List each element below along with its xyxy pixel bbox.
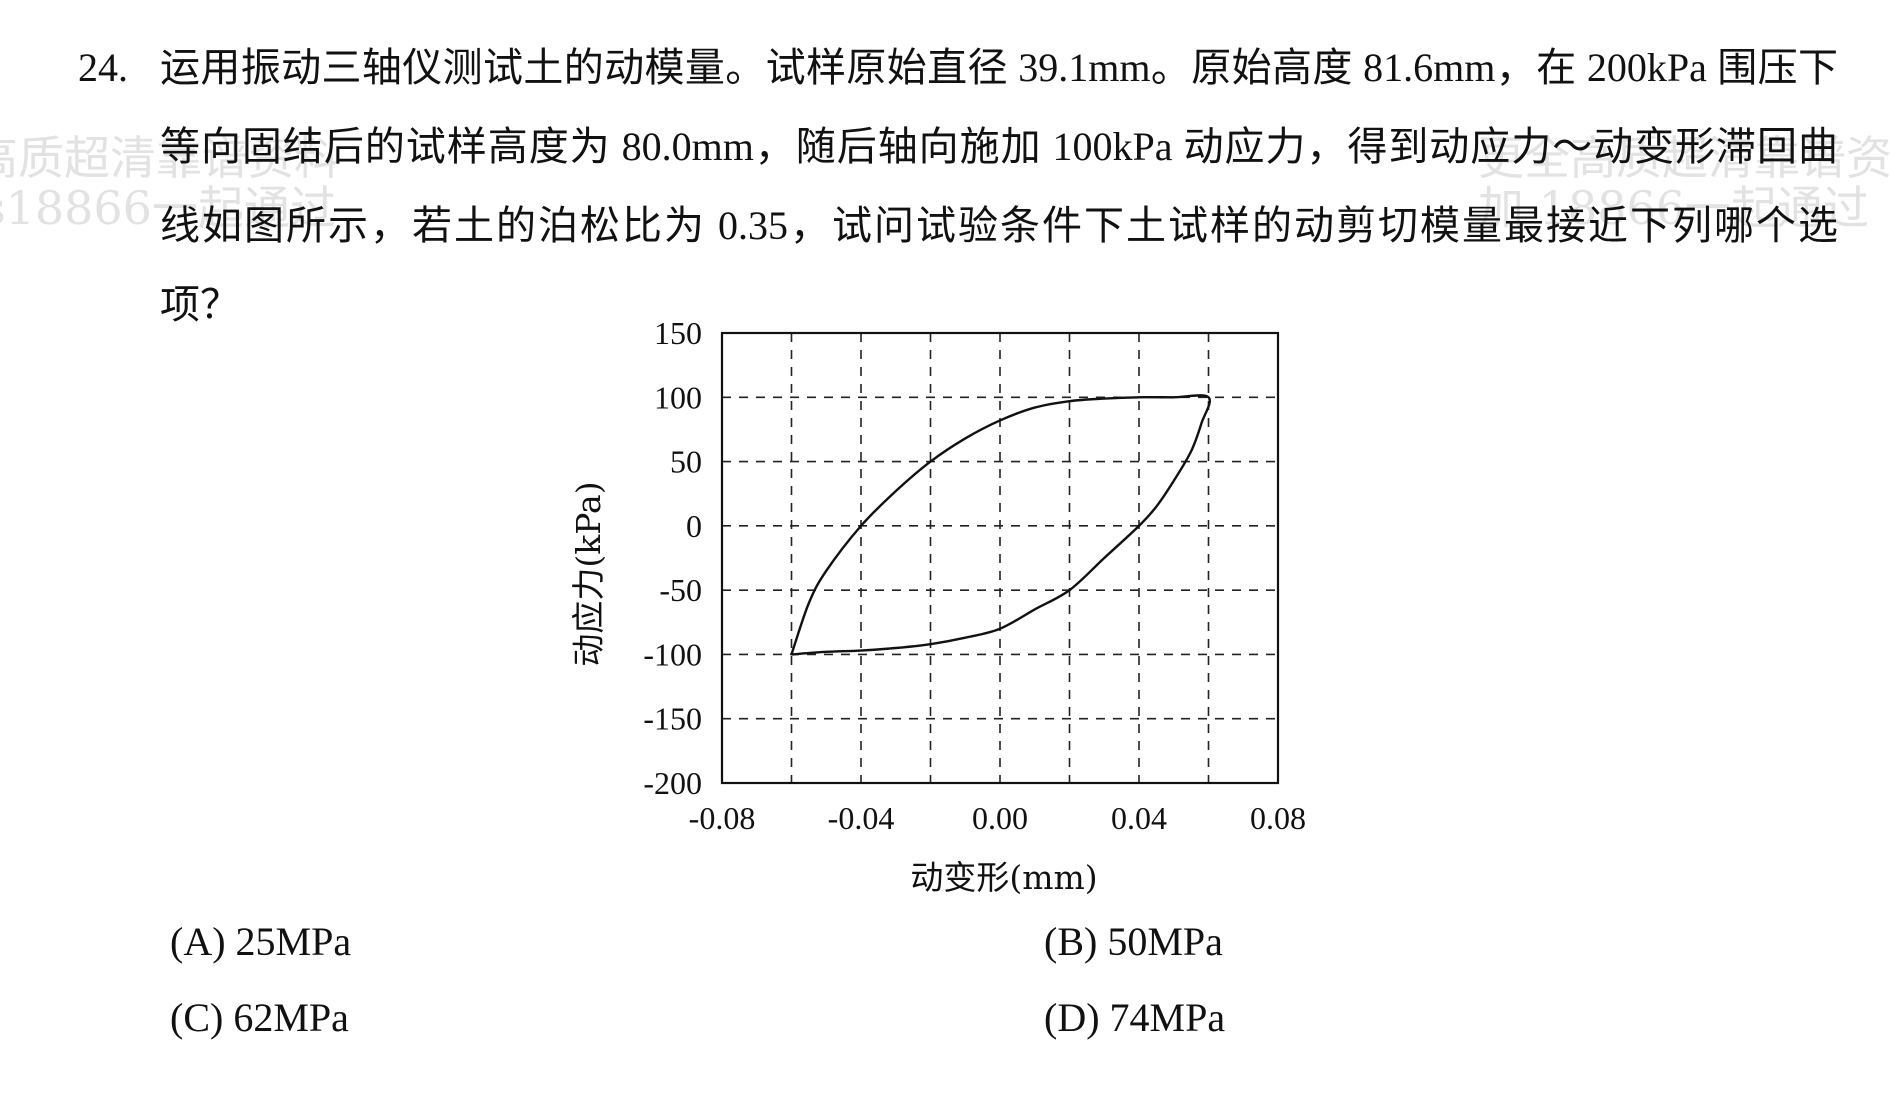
question-text: 运用振动三轴仪测试土的动模量。试样原始直径 39.1mm。原始高度 81.6mm… (160, 45, 1838, 327)
y-tick-label: -150 (643, 701, 702, 737)
question-number: 24. (78, 45, 128, 90)
watermark-text: 更全高质超清靠谱资料 (1478, 131, 1892, 185)
x-axis-label: 动变形(mm) (910, 858, 1097, 897)
y-tick-label: 150 (654, 315, 702, 351)
plot-frame (720, 331, 1280, 785)
hysteresis-chart: -0.08 -0.04 0.00 0.04 0.08 150 100 50 0 -50 -100 -1… (560, 305, 1350, 905)
x-tick-label: -0.04 (828, 800, 895, 836)
chart-svg: -0.08 -0.04 0.00 0.04 0.08 150 100 50 0 -50 -100 -1… (569, 315, 1306, 897)
option-d[interactable]: (D) 74MPa (1044, 995, 1226, 1040)
x-tick-label: 0.08 (1250, 800, 1306, 836)
option-b[interactable]: (B) 50MPa (1044, 919, 1223, 964)
watermark-text: 高质超清靠谱资料 (0, 131, 340, 185)
x-tick-label: 0.00 (972, 800, 1028, 836)
x-tick-label: -0.08 (689, 800, 756, 836)
watermark-text: 加 18866一起通过 (1478, 181, 1869, 235)
hysteresis-curve-series-0 (790, 394, 1211, 656)
watermark-text: s18866一起通过 (0, 181, 336, 235)
y-axis-label: 动应力(kPa) (569, 481, 608, 666)
y-tick-label: -50 (659, 572, 702, 608)
y-tick-label: -200 (643, 765, 702, 801)
x-tick-label: 0.04 (1111, 800, 1167, 836)
y-tick-label: -100 (643, 636, 702, 672)
option-c[interactable]: (C) 62MPa (170, 995, 349, 1040)
y-tick-label: 100 (654, 379, 702, 415)
option-a[interactable]: (A) 25MPa (170, 919, 352, 964)
question-block: 24. 运用振动三轴仪测试土的动模量。试样原始直径 39.1mm。原始高度 81… (78, 28, 1838, 344)
y-tick-label: 50 (670, 444, 702, 480)
y-tick-label: 0 (686, 508, 702, 544)
